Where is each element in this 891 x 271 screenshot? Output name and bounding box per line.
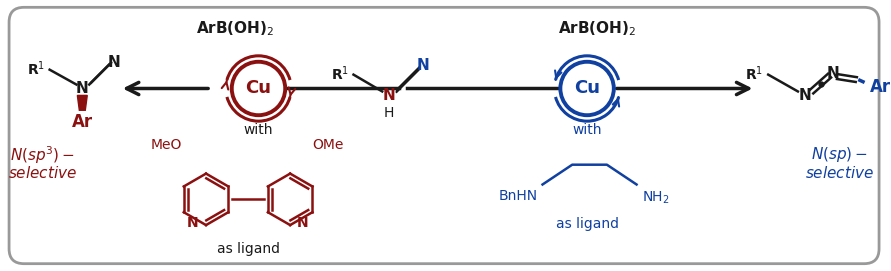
Text: NH$_2$: NH$_2$ (642, 189, 669, 206)
Text: ArB(OH)$_2$: ArB(OH)$_2$ (197, 20, 275, 38)
Text: Cu: Cu (246, 79, 272, 98)
Text: OMe: OMe (312, 138, 343, 152)
FancyBboxPatch shape (9, 7, 879, 264)
Text: as ligand: as ligand (217, 242, 280, 256)
Text: $\mathit{selective}$: $\mathit{selective}$ (8, 164, 78, 180)
Text: N: N (826, 66, 839, 81)
Text: N: N (298, 216, 309, 230)
Text: N: N (383, 88, 396, 103)
Text: Cu: Cu (574, 79, 600, 98)
Circle shape (232, 62, 285, 115)
Text: with: with (572, 123, 601, 137)
Text: N: N (76, 81, 89, 96)
Text: $\mathit{N(sp^3)-}$: $\mathit{N(sp^3)-}$ (10, 144, 75, 166)
Text: N: N (798, 88, 811, 103)
Circle shape (560, 62, 614, 115)
Text: R$^1$: R$^1$ (331, 64, 349, 83)
Text: $\mathit{selective}$: $\mathit{selective}$ (805, 164, 874, 180)
Text: BnHN: BnHN (498, 189, 537, 204)
Text: MeO: MeO (151, 138, 182, 152)
Text: $\mathit{N(sp)-}$: $\mathit{N(sp)-}$ (811, 145, 868, 164)
Polygon shape (78, 95, 87, 110)
Text: R$^1$: R$^1$ (27, 59, 45, 78)
Text: with: with (244, 123, 274, 137)
Text: N: N (186, 216, 198, 230)
Text: Ar: Ar (72, 113, 93, 131)
Text: N: N (416, 58, 429, 73)
Text: H: H (384, 106, 395, 120)
Text: R$^1$: R$^1$ (745, 64, 764, 83)
Text: as ligand: as ligand (556, 217, 618, 231)
Text: Ar: Ar (870, 79, 891, 96)
Text: N: N (108, 55, 120, 70)
Text: ArB(OH)$_2$: ArB(OH)$_2$ (558, 20, 636, 38)
